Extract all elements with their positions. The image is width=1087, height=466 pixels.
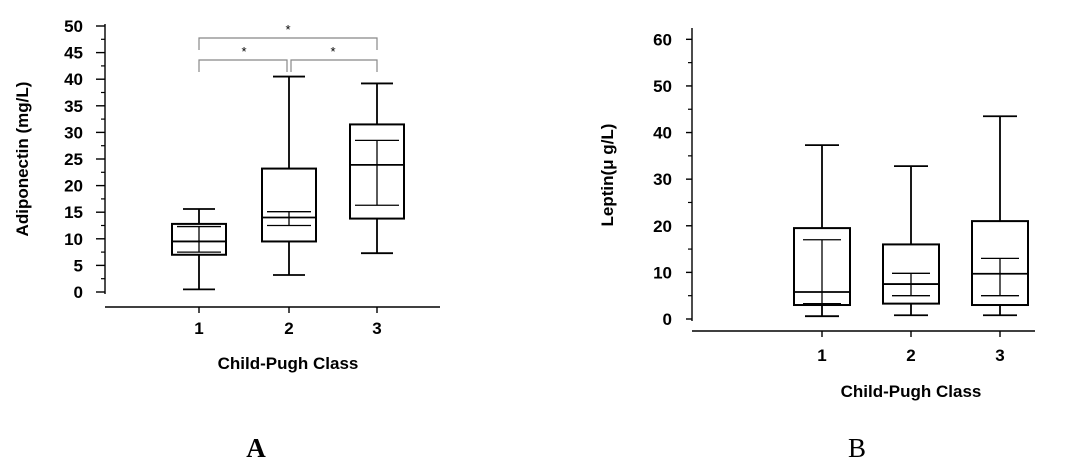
box-group-class-2 xyxy=(261,75,317,276)
y-tick-label: 0 xyxy=(663,310,672,329)
significance-bracket xyxy=(198,59,288,72)
iqr-box xyxy=(261,167,317,243)
y-tick-label: 30 xyxy=(64,123,83,142)
significance-marker: * xyxy=(285,22,290,37)
y-tick-label: 25 xyxy=(64,150,83,169)
x-tick-label: 2 xyxy=(284,319,293,338)
box-group-class-3 xyxy=(349,82,405,255)
x-tick-label: 1 xyxy=(817,346,826,365)
y-tick-label: 50 xyxy=(64,17,83,36)
iqr-box xyxy=(793,227,851,307)
y-tick-label: 0 xyxy=(74,283,83,302)
box-group-class-3 xyxy=(971,115,1029,317)
y-tick-label: 40 xyxy=(653,124,672,143)
y-tick-label: 35 xyxy=(64,97,83,116)
y-tick-label: 10 xyxy=(653,263,672,282)
panel-label: B xyxy=(848,433,866,463)
y-tick-label: 40 xyxy=(64,70,83,89)
iqr-box xyxy=(171,222,227,256)
chart-a-adiponectin: 0 5 10 15 20 25 30 35 40 45 50 1 2 3 * * * Child-Pugh Cla… xyxy=(13,17,440,463)
box-group-class-2 xyxy=(882,165,940,317)
y-tick-label: 60 xyxy=(653,30,672,49)
iqr-box xyxy=(971,220,1029,307)
y-axis-label: Adiponectin (mg/L) xyxy=(13,82,32,237)
significance-marker: * xyxy=(241,44,246,59)
iqr-box xyxy=(349,123,405,220)
y-tick-label: 30 xyxy=(653,170,672,189)
y-tick-label: 20 xyxy=(64,177,83,196)
significance-bracket xyxy=(290,59,378,72)
chart-b-leptin: 0 10 20 30 40 50 60 1 2 3 Child-Pugh Class Leptin(μ… xyxy=(598,28,1035,463)
x-tick-label: 1 xyxy=(194,319,203,338)
x-tick-label: 2 xyxy=(906,346,915,365)
x-tick-label: 3 xyxy=(995,346,1004,365)
y-tick-label: 45 xyxy=(64,44,83,63)
significance-bracket xyxy=(198,37,378,50)
box-group-class-1 xyxy=(793,144,851,318)
y-tick-label: 50 xyxy=(653,77,672,96)
y-tick-label: 5 xyxy=(74,256,83,275)
x-tick-label: 3 xyxy=(372,319,381,338)
x-axis-label: Child-Pugh Class xyxy=(841,382,982,401)
y-tick-label: 20 xyxy=(653,217,672,236)
panel-label: A xyxy=(246,433,266,463)
significance-marker: * xyxy=(330,44,335,59)
x-axis-label: Child-Pugh Class xyxy=(218,354,359,373)
iqr-box xyxy=(882,243,940,305)
y-axis-label: Leptin(μ g/L) xyxy=(598,124,617,227)
box-group-class-1 xyxy=(171,208,227,291)
y-tick-label: 10 xyxy=(64,230,83,249)
y-tick-label: 15 xyxy=(64,203,83,222)
